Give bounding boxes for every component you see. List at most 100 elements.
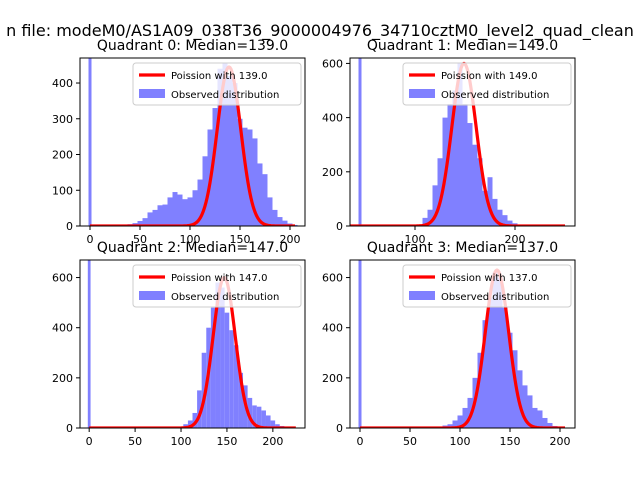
legend-label-poisson: Poission with 147.0	[171, 273, 267, 284]
y-tick-label: 400	[322, 322, 343, 335]
legend-label-poisson: Poission with 139.0	[171, 71, 267, 82]
x-tick-label: 200	[280, 233, 301, 246]
histogram-bar	[427, 209, 433, 226]
x-tick-label: 100	[180, 233, 201, 246]
histogram-bar	[197, 390, 202, 428]
y-tick-label: 600	[52, 272, 73, 285]
histogram-bar	[252, 405, 257, 428]
histogram-bar	[257, 163, 263, 226]
histogram-spike-bar	[358, 58, 362, 226]
histogram-bar	[522, 385, 528, 428]
legend-box	[402, 264, 572, 308]
histogram-bar	[277, 217, 283, 226]
histogram-bar	[270, 420, 276, 428]
legend-box	[132, 62, 302, 106]
histogram-bar	[477, 158, 483, 226]
histogram-bar	[182, 199, 188, 226]
y-tick-label: 400	[52, 77, 73, 90]
y-tick-label: 200	[322, 166, 343, 179]
subplot-quadrant-2: 0 50 100 150 200 0 200 400 600 Poission with 147.…	[52, 240, 306, 448]
y-tick-label: 200	[322, 372, 343, 385]
histogram-bar	[162, 204, 168, 226]
x-tick-label: 0	[87, 233, 94, 246]
histogram-bar	[462, 407, 468, 428]
subplot-title: Quadrant 2: Median=147.0	[97, 240, 288, 256]
histogram-bar	[242, 127, 248, 226]
histogram-bar	[167, 197, 173, 226]
histogram-bar	[507, 220, 513, 226]
histogram-bar	[142, 218, 148, 226]
legend-bar-swatch	[139, 291, 165, 300]
y-tick-label: 0	[66, 220, 73, 233]
legend-box	[132, 264, 302, 308]
histogram-bar	[457, 63, 463, 226]
histogram-bar	[265, 415, 271, 428]
poisson-fit-line	[89, 65, 296, 226]
histogram-bar	[487, 177, 493, 226]
legend: Poission with 137.0 Observed distribution	[402, 264, 572, 308]
legend-label-observed: Observed distribution	[441, 90, 549, 101]
histogram-bar	[507, 332, 513, 428]
legend-label-observed: Observed distribution	[441, 292, 549, 303]
legend-label-poisson: Poission with 137.0	[441, 273, 537, 284]
histogram-bar	[275, 424, 280, 428]
subplot-quadrant-0: 0 50 100 150 200 0 100 200 300 400 Poission with 1…	[52, 38, 306, 246]
y-tick-label: 600	[322, 272, 343, 285]
y-tick-label: 400	[52, 322, 73, 335]
histogram-bar	[222, 63, 228, 226]
histogram-bar	[238, 372, 244, 428]
histogram-bar	[472, 144, 478, 226]
histogram-bar	[197, 179, 203, 226]
subplot-title: Quadrant 3: Median=137.0	[367, 240, 558, 256]
histogram-bar	[527, 395, 533, 428]
histogram-bar	[220, 287, 225, 428]
subplot-quadrant-3: 0 50 100 150 200 0 200 400 600 Poission with 137.…	[322, 240, 576, 448]
x-tick-label: 50	[128, 435, 142, 448]
axes-frame	[349, 57, 576, 227]
x-tick-label: 150	[216, 435, 237, 448]
histogram-bar	[542, 417, 548, 428]
histogram-bar	[192, 190, 198, 226]
histogram-spike-bar	[358, 260, 362, 428]
axes-frame	[79, 259, 306, 429]
legend-bar-swatch	[409, 89, 435, 98]
subplot-quadrant-1: 100 200 0 200 400 600 Poission with 149.0 Obser…	[322, 38, 576, 246]
histogram-bar	[547, 422, 553, 428]
y-tick-label: 300	[52, 113, 73, 126]
histogram-bar	[229, 330, 234, 428]
histogram-bar	[462, 104, 468, 226]
poisson-fit-line	[350, 61, 566, 226]
legend-bar-swatch	[139, 89, 165, 98]
histogram-bar	[202, 156, 208, 226]
legend: Poission with 139.0 Observed distribution	[132, 62, 302, 106]
histogram-bar	[537, 410, 543, 428]
histogram-bar	[447, 424, 453, 428]
histogram-bar	[482, 320, 488, 428]
histogram-bar	[247, 397, 253, 428]
histogram-bar	[187, 197, 193, 226]
histogram-bar	[482, 190, 488, 226]
histogram-bar	[487, 297, 493, 428]
x-tick-label: 200	[550, 435, 571, 448]
histogram-bar	[252, 138, 258, 226]
histogram-bar	[177, 194, 183, 226]
legend: Poission with 149.0 Observed distribution	[402, 62, 572, 106]
histogram-bar	[172, 192, 178, 226]
x-tick-label: 50	[403, 435, 417, 448]
figure-suptitle: n file: modeM0/AS1A09_038T36_9000004976_…	[6, 21, 634, 41]
histogram-bar	[152, 209, 158, 226]
histogram-bar	[437, 158, 443, 226]
y-tick-label: 400	[322, 112, 343, 125]
histogram-spike-bar	[87, 260, 91, 428]
histogram-bar	[224, 312, 230, 428]
histogram-bar	[492, 272, 498, 428]
x-tick-label: 100	[171, 435, 192, 448]
histogram-bar	[502, 307, 508, 428]
histogram-bar	[256, 406, 262, 428]
histogram-bar	[452, 420, 458, 428]
histogram-bar	[452, 90, 458, 226]
histogram-bar	[447, 104, 453, 226]
histogram-bar	[422, 217, 428, 226]
y-tick-label: 0	[66, 422, 73, 435]
histogram-bar	[457, 415, 463, 428]
